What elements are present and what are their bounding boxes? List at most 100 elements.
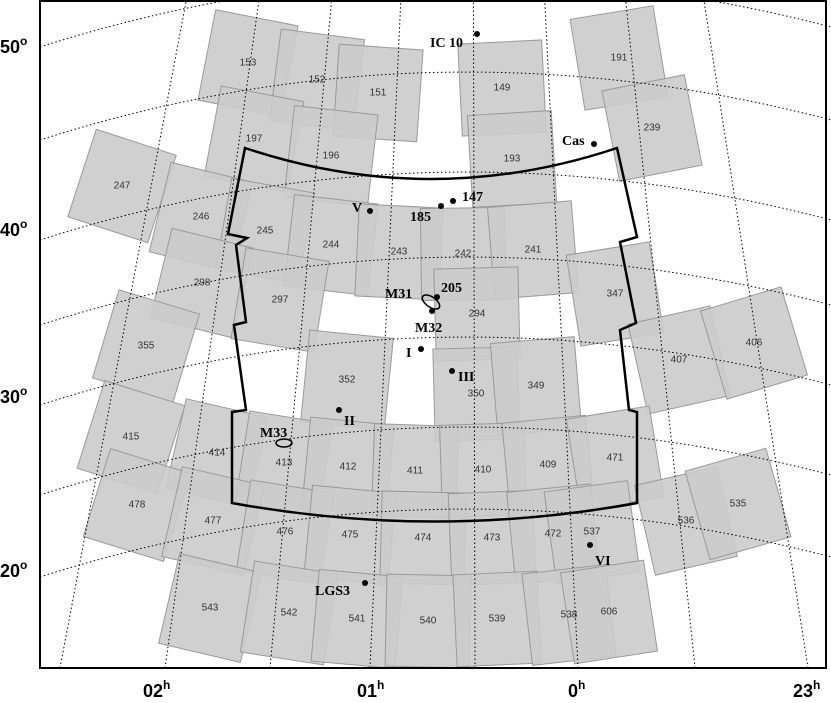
object-marker	[591, 141, 597, 147]
object-marker	[367, 208, 373, 214]
axis-label: 02h	[143, 678, 170, 701]
ra-line	[544, 0, 579, 669]
field-label: 245	[257, 226, 274, 237]
field-label: 415	[123, 432, 140, 443]
field-label: 246	[193, 212, 210, 223]
object-label: IC 10	[430, 36, 463, 51]
field-label: 347	[607, 289, 624, 300]
axis-label-value: 02	[143, 681, 163, 701]
object-marker	[450, 198, 456, 204]
field-tile	[601, 74, 703, 182]
field-label: 294	[469, 309, 486, 320]
axis-label: 40o	[0, 217, 27, 240]
object-label: VI	[595, 554, 611, 569]
dec-line	[39, 426, 831, 496]
field-label: 406	[746, 338, 763, 349]
axis-label: 30o	[0, 384, 27, 407]
axis-label-value: 01	[357, 681, 377, 701]
axis-label-unit: h	[377, 678, 384, 692]
galaxy-outline	[421, 294, 441, 310]
galaxy-outline	[275, 438, 293, 448]
axis-label: 23h	[793, 678, 820, 701]
axis-label-unit: h	[813, 678, 820, 692]
ra-line	[703, 0, 809, 669]
field-label: 407	[671, 355, 688, 366]
field-label: 540	[420, 616, 437, 627]
object-label: LGS3	[315, 584, 350, 599]
dec-line	[39, 336, 831, 406]
field-label: 151	[370, 88, 387, 99]
object-label: V	[352, 201, 362, 216]
object-marker	[362, 580, 368, 586]
field-label: 247	[114, 181, 131, 192]
object-label: M32	[415, 321, 442, 336]
object-label: Cas	[562, 134, 585, 149]
field-label: 477	[205, 516, 222, 527]
object-marker	[418, 346, 424, 352]
field-label: 149	[494, 83, 511, 94]
axis-label-value: 50	[0, 37, 20, 57]
axis-label-unit: o	[20, 558, 27, 572]
axis-label-value: 40	[0, 220, 20, 240]
field-label: 243	[391, 247, 408, 258]
field-label: 474	[415, 533, 432, 544]
ra-line	[59, 0, 187, 669]
field-tile	[559, 559, 659, 665]
axis-label-value: 20	[0, 561, 20, 581]
object-label: 147	[462, 190, 483, 205]
survey-outline	[226, 146, 639, 523]
object-label: M31	[385, 287, 412, 302]
ra-line	[472, 0, 476, 669]
dec-line	[39, 256, 831, 326]
field-label: 197	[246, 134, 263, 145]
dec-line	[39, 171, 831, 241]
dec-line	[39, 71, 831, 141]
object-label: I	[406, 346, 411, 361]
field-label: 193	[504, 154, 521, 165]
field-label: 473	[484, 533, 501, 544]
field-label: 298	[194, 278, 211, 289]
axis-label: 0h	[568, 678, 585, 701]
field-label: 471	[607, 453, 624, 464]
object-label: II	[344, 414, 355, 429]
field-label: 355	[138, 341, 155, 352]
object-marker	[474, 31, 480, 37]
field-label: 413	[276, 458, 293, 469]
object-marker	[336, 407, 342, 413]
field-label: 350	[468, 389, 485, 400]
field-label: 535	[730, 499, 747, 510]
field-label: 409	[540, 460, 557, 471]
object-marker	[587, 542, 593, 548]
object-label: M33	[260, 426, 287, 441]
field-label: 241	[525, 245, 542, 256]
axis-label-value: 30	[0, 387, 20, 407]
axis-label: 20o	[0, 558, 27, 581]
axis-label-unit: h	[163, 678, 170, 692]
field-label: 412	[340, 462, 357, 473]
field-label: 472	[545, 529, 562, 540]
field-label: 352	[339, 375, 356, 386]
ra-line	[369, 0, 402, 669]
field-label: 153	[240, 58, 257, 69]
field-label: 476	[277, 527, 294, 538]
axis-label: 50o	[0, 34, 27, 57]
field-label: 475	[342, 530, 359, 541]
field-label: 297	[272, 295, 289, 306]
field-label: 244	[323, 240, 340, 251]
object-label: III	[458, 370, 474, 385]
object-marker	[449, 368, 455, 374]
field-label: 537	[584, 527, 601, 538]
field-label: 543	[202, 603, 219, 614]
survey-fields: 1531521511971961491912391932472462452442…	[67, 5, 809, 670]
field-tile	[684, 447, 792, 561]
field-label: 478	[129, 500, 146, 511]
field-label: 349	[528, 381, 545, 392]
field-label: 196	[323, 151, 340, 162]
field-label: 539	[489, 614, 506, 625]
axis-label-value: 23	[793, 681, 813, 701]
axis-label-value: 0	[568, 681, 578, 701]
field-tile	[230, 247, 330, 353]
